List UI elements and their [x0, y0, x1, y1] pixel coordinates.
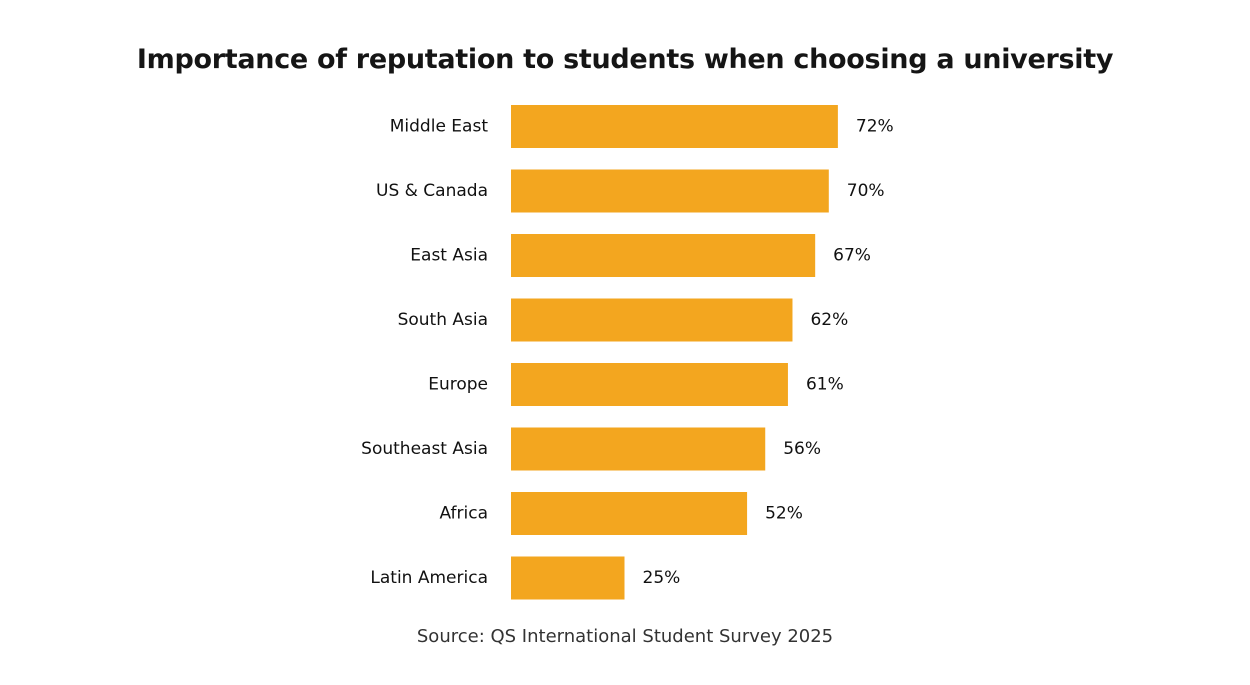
bar-group: South Asia 62% — [398, 298, 848, 342]
bar — [511, 363, 788, 406]
bar-group: US & Canada 70% — [376, 169, 885, 213]
bar — [511, 298, 793, 342]
bar-group: Africa 52% — [440, 492, 803, 535]
value-label: 61% — [806, 375, 844, 395]
chart-title: Importance of reputation to students whe… — [136, 44, 1114, 75]
value-label: 67% — [833, 246, 871, 266]
bar — [511, 492, 748, 535]
category-label: East Asia — [410, 246, 488, 266]
bar-group: Middle East 72% — [390, 105, 894, 148]
category-label: Europe — [428, 375, 488, 395]
bar — [511, 427, 766, 471]
value-label: 25% — [643, 568, 681, 588]
bar — [511, 105, 838, 148]
bar-group: Southeast Asia 56% — [361, 427, 821, 471]
category-label: US & Canada — [376, 181, 488, 201]
category-label: South Asia — [398, 310, 488, 330]
value-label: 62% — [810, 310, 848, 330]
category-label: Africa — [440, 504, 489, 524]
value-label: 72% — [856, 117, 894, 137]
category-label: Middle East — [390, 117, 489, 137]
bar-group: Latin America 25% — [370, 556, 681, 600]
category-label: Southeast Asia — [361, 439, 488, 459]
category-label: Latin America — [370, 568, 488, 588]
bar — [511, 234, 816, 277]
value-label: 56% — [783, 439, 821, 459]
bar — [511, 169, 829, 213]
bar — [511, 556, 625, 600]
source-note: Source: QS International Student Survey … — [416, 626, 834, 647]
value-label: 52% — [765, 504, 803, 524]
bar-group: Europe 61% — [428, 363, 844, 406]
bar-group: East Asia 67% — [410, 234, 871, 277]
value-label: 70% — [847, 181, 885, 201]
